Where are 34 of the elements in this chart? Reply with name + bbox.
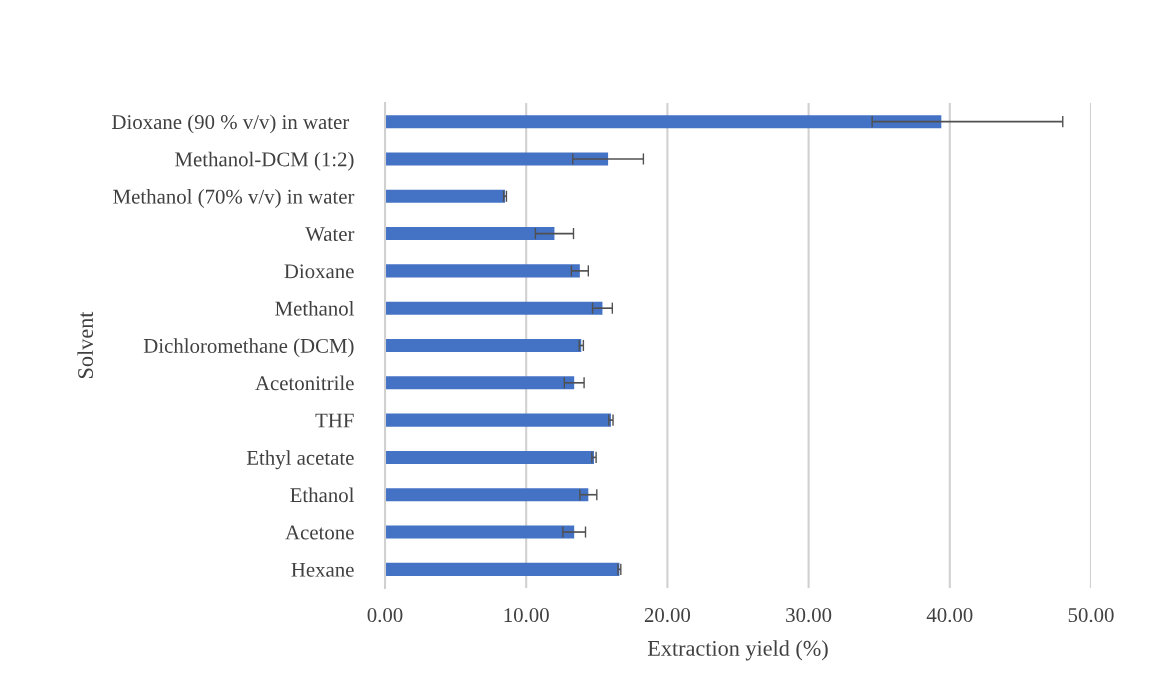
x-tick-label: 50.00 [1068, 608, 1114, 623]
y-tick-label: Dichloromethane (DCM) [143, 338, 354, 358]
bar [385, 115, 942, 129]
bar [385, 338, 582, 353]
y-tick-label: Ethanol [290, 487, 355, 503]
y-tick-label: Dioxane (90 % v/v) in water [112, 114, 350, 134]
bar [385, 189, 506, 203]
bar [385, 152, 609, 166]
bar [385, 376, 575, 390]
bar [385, 227, 555, 241]
y-tick-label: Methanol (70% v/v) in water [113, 189, 355, 208]
bar [385, 450, 594, 464]
y-tick-label: Methanol-DCM (1:2) [175, 151, 354, 171]
x-tick-label: 0.00 [367, 608, 403, 623]
bar [385, 264, 580, 278]
bar [385, 488, 589, 502]
y-tick-label: THF [315, 413, 354, 428]
y-tick-label: Water [305, 227, 355, 242]
y-tick-label: Acetonitrile [255, 375, 354, 391]
y-tick-label: Hexane [291, 562, 354, 577]
bar [385, 562, 620, 576]
bar [385, 525, 575, 539]
x-tick-label: 40.00 [926, 608, 973, 623]
y-tick-label: Acetone [285, 525, 354, 540]
y-axis-title: Solvent [77, 311, 94, 378]
y-tick-label: Dioxane [284, 264, 354, 279]
x-tick-label: 20.00 [644, 608, 691, 623]
x-tick-label: 30.00 [786, 608, 832, 623]
bar [385, 413, 611, 427]
y-tick-label: Methanol [275, 300, 355, 316]
x-tick-label: 10.00 [504, 608, 549, 623]
x-axis-title: Extraction yield (%) [647, 640, 828, 661]
bar [385, 301, 603, 315]
y-tick-label: Ethyl acetate [246, 450, 354, 470]
